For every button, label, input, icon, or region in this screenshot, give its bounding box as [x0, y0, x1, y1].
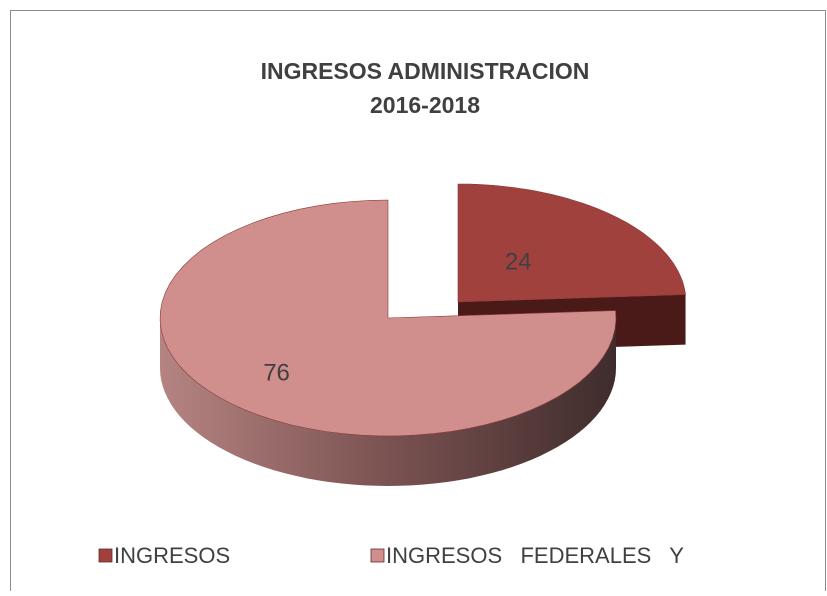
slice	[159, 199, 617, 437]
legend-swatch	[370, 548, 385, 563]
slice	[457, 183, 686, 303]
chart-title: INGRESOS ADMINISTRACION	[261, 58, 590, 84]
legend-label: INGRESOS FEDERALES Y	[386, 543, 684, 568]
legend-label: INGRESOS	[114, 543, 230, 568]
data-label: 76	[263, 359, 290, 386]
data-label: 24	[505, 249, 532, 276]
slice-wall	[160, 318, 616, 486]
chart-frame	[10, 10, 826, 596]
chart-title: 2016-2018	[370, 92, 480, 118]
legend-swatch	[98, 548, 113, 563]
